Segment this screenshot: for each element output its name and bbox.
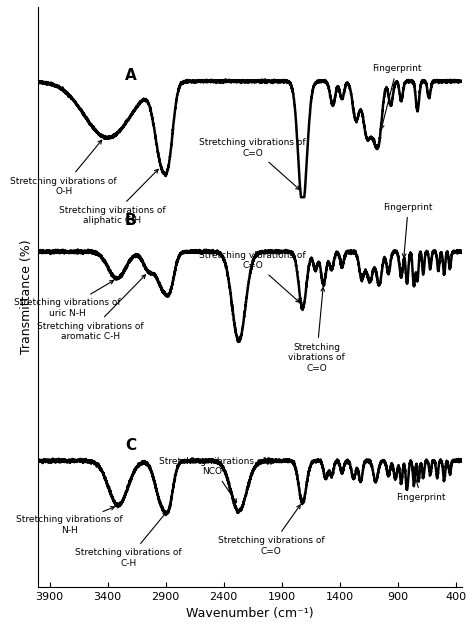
Y-axis label: Transmittance (%): Transmittance (%): [19, 240, 33, 354]
Text: Stretching vibrations of
uric N-H: Stretching vibrations of uric N-H: [14, 280, 120, 318]
Text: B: B: [125, 213, 137, 228]
Text: Stretching vibrations of
C=O: Stretching vibrations of C=O: [218, 505, 325, 556]
Text: Stretching vibrations of
C=O: Stretching vibrations of C=O: [200, 138, 306, 189]
Text: A: A: [125, 68, 137, 83]
Text: Stretching vibrations of
O-H: Stretching vibrations of O-H: [10, 140, 117, 196]
X-axis label: Wavenumber (cm⁻¹): Wavenumber (cm⁻¹): [186, 607, 314, 620]
Text: Stretching
vibrations of
C=O: Stretching vibrations of C=O: [288, 287, 345, 372]
Text: Stretching vibrations of
aromatic C-H: Stretching vibrations of aromatic C-H: [37, 275, 146, 341]
Text: Stretching vibrations of
C-H: Stretching vibrations of C-H: [75, 512, 182, 568]
Text: Stretching vibrations of
NCO: Stretching vibrations of NCO: [159, 456, 265, 502]
Text: Stretching vibrations of
aliphatic C-H: Stretching vibrations of aliphatic C-H: [59, 169, 166, 226]
Text: Fingerprint: Fingerprint: [383, 203, 433, 258]
Text: Stretching vibrations of
C=O: Stretching vibrations of C=O: [200, 251, 306, 302]
Text: C: C: [125, 438, 137, 453]
Text: Fingerprint: Fingerprint: [396, 467, 446, 502]
Text: Stretching vibrations of
N-H: Stretching vibrations of N-H: [16, 507, 123, 535]
Text: Fingerprint: Fingerprint: [372, 65, 421, 129]
